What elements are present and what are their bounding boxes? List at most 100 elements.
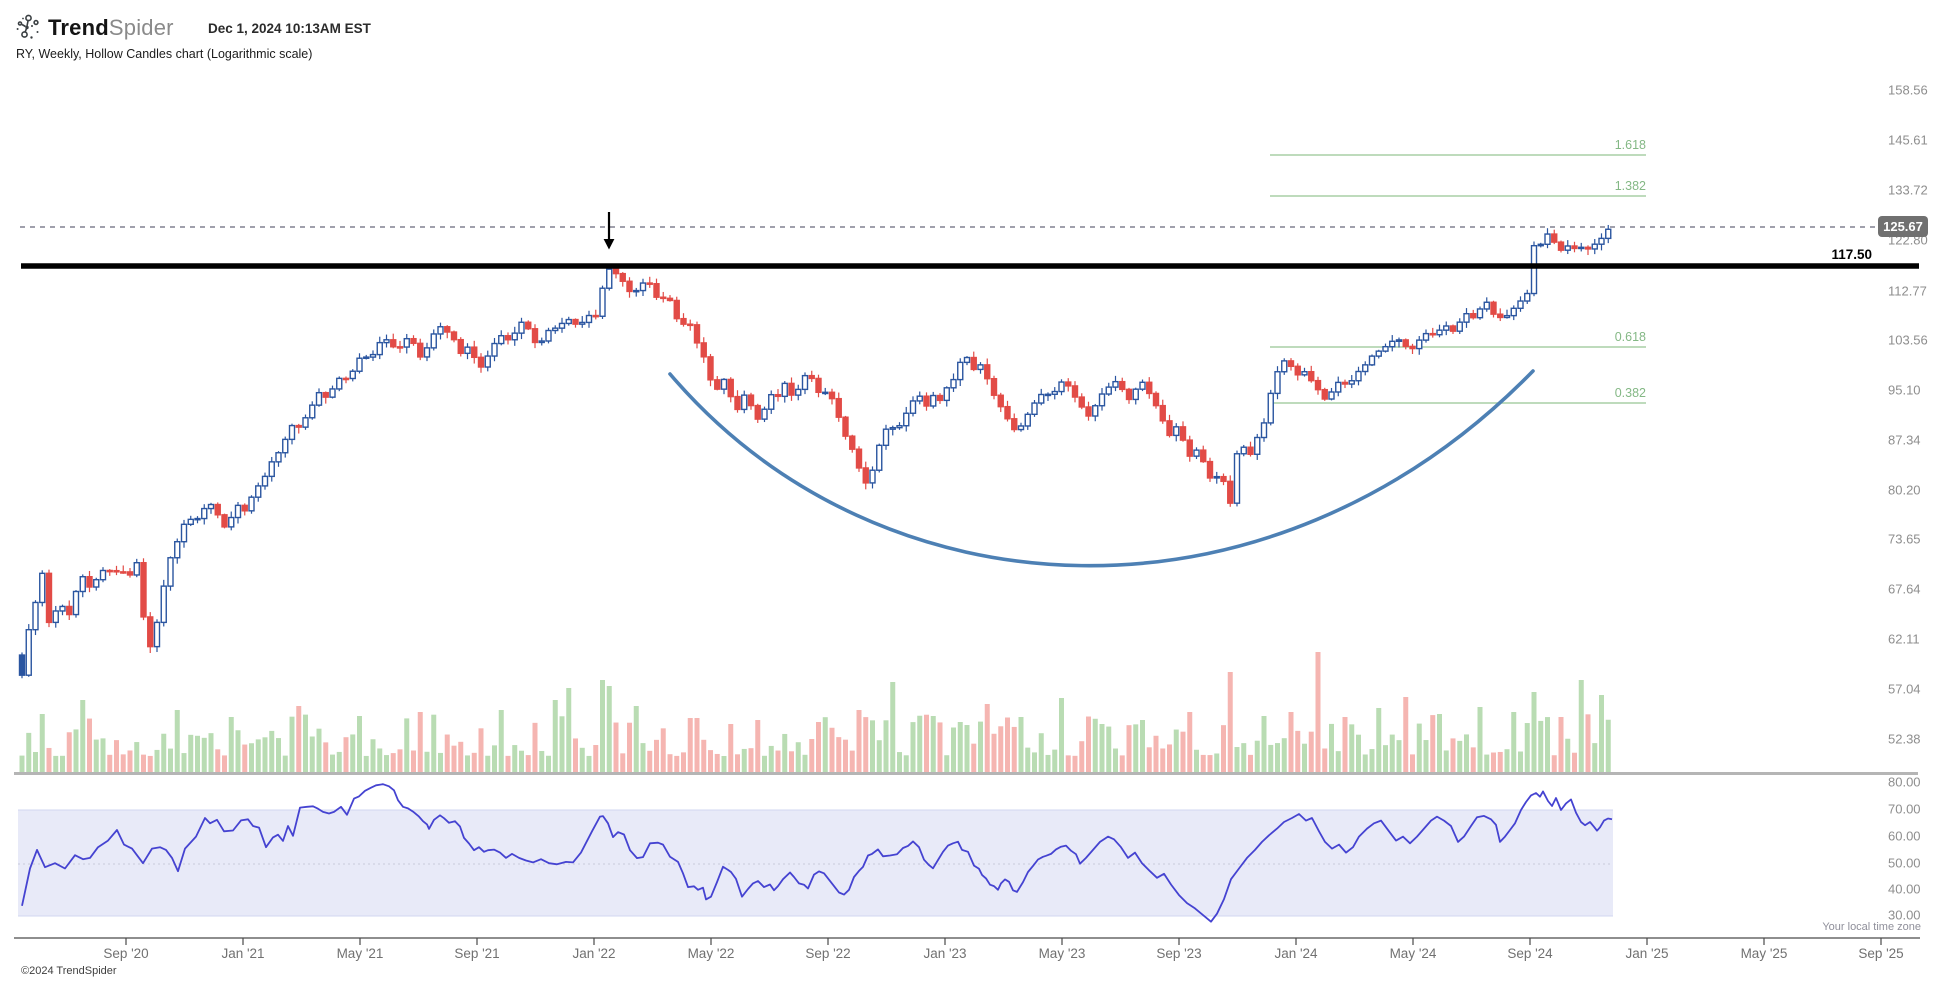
volume-bar [714,753,720,772]
volume-bar [1106,726,1112,772]
candle-body [1335,381,1342,393]
candle-body [106,569,113,573]
volume-bar [363,755,369,772]
volume-bar [1119,755,1125,772]
volume-bar [1538,720,1544,772]
volume-bar [1403,697,1409,772]
candle-body [963,356,971,364]
candle-body [1078,396,1085,408]
candle-body [329,388,336,398]
candle-body [1368,355,1376,366]
volume-bar [1416,723,1422,772]
candle-body [383,339,390,344]
volume-bar [917,715,923,772]
volume-bar [863,717,869,772]
volume-bar [951,727,956,772]
volume-bar [978,721,983,772]
rsi-axis-label: 70.00 [1888,801,1921,816]
chart-subtitle: RY, Weekly, Hollow Candles chart (Logari… [16,47,313,61]
volume-bar [1578,680,1584,772]
candle-body [579,321,586,325]
volume-bar [1227,672,1233,772]
volume-bar [1369,749,1375,772]
volume-bar [1545,717,1550,772]
candle-body [120,571,127,574]
x-axis-label: Sep '23 [1156,946,1201,961]
candle-body [1105,386,1112,395]
candle-body [869,469,876,484]
candle-body [275,452,282,463]
volume-bar [802,754,808,772]
volume-bar [1592,743,1598,772]
candle-body [396,346,404,349]
volume-bar [532,722,538,772]
candle-body [1038,393,1045,404]
candle-body [565,318,572,325]
candle-body [558,322,566,329]
volume-bar [303,714,308,772]
candle-body [113,569,120,573]
candle-body [349,370,356,380]
candle-body [1402,339,1409,348]
volume-bar [174,710,180,772]
volume-bar [1423,740,1429,772]
volume-bar [1052,749,1058,772]
candle-body [248,496,255,512]
rsi-band [18,810,1613,916]
volume-bar [309,736,315,772]
volume-bar [438,752,443,772]
volume-bar [1329,723,1334,772]
candle-body [1152,392,1160,407]
x-axis-label: May '21 [337,946,384,961]
fib-level-label: 0.382 [1615,386,1646,400]
volume-bar [1248,754,1253,772]
volume-bar [384,755,389,772]
candle-body [849,435,856,450]
volume-bar [1025,747,1031,772]
volume-bar [579,747,585,772]
candle-body [795,388,802,396]
volume-bar [836,737,842,772]
volume-bar [748,748,754,772]
candle-body [1031,402,1038,416]
candle-body [288,424,296,441]
volume-bar [1194,749,1199,772]
candle-body [1375,350,1382,357]
volume-bar [377,748,383,772]
candle-body [1132,388,1139,401]
candle-body [471,346,478,359]
volume-bar [1322,748,1328,772]
peak-arrow-head [603,239,615,250]
candle-body [977,364,984,371]
candle-body [336,377,343,390]
volume-bar [937,722,943,772]
candle-body [633,289,640,293]
candle-body [484,355,491,368]
candle-body [842,416,849,437]
candle-body [1281,360,1288,373]
price-axis-label: 67.64 [1888,581,1921,596]
candle-body [1436,329,1443,336]
volume-bar [255,739,261,772]
candle-body [666,297,674,302]
volume-bar [654,739,659,772]
candle-body [133,562,140,576]
price-axis-label: 95.10 [1888,382,1921,397]
volume-bar [1268,744,1274,772]
x-axis-label: Sep '24 [1507,946,1553,961]
volume-bar [890,682,896,772]
volume-bar [316,728,322,772]
volume-bar [404,718,410,772]
volume-bar [1362,754,1368,772]
volume-bar [674,755,680,772]
volume-bar [816,722,821,772]
candle-body [1598,237,1605,245]
volume-bar [458,741,464,772]
brand-light: Spider [108,15,174,40]
volume-bar [114,740,119,772]
candle-body [99,569,107,581]
candle-body [268,461,275,478]
candle-body [1267,392,1274,424]
volume-bar [262,737,268,772]
